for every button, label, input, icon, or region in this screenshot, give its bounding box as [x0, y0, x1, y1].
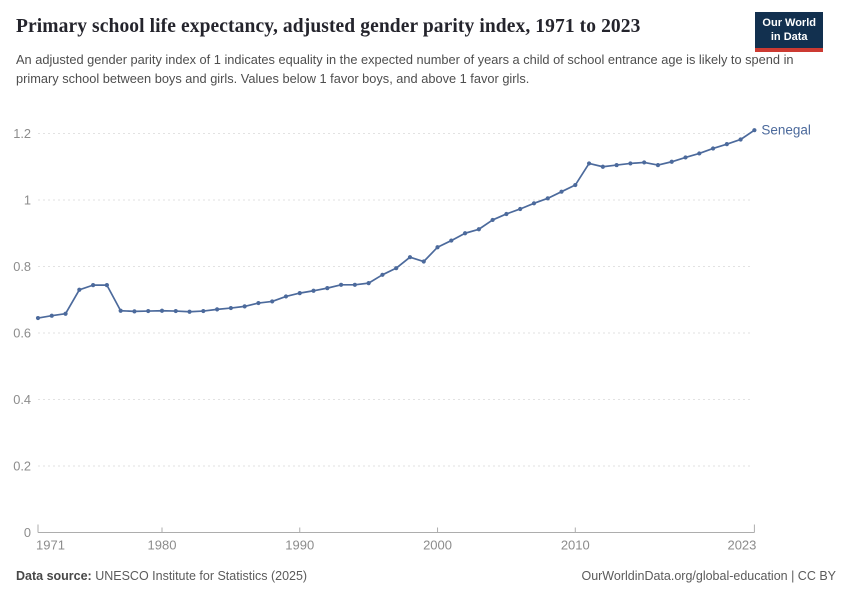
data-point-marker[interactable] — [697, 151, 702, 156]
data-point-marker[interactable] — [325, 286, 330, 291]
data-point-marker[interactable] — [380, 272, 385, 277]
data-point-marker[interactable] — [104, 283, 109, 288]
data-point-marker[interactable] — [63, 311, 68, 316]
y-tick-label: 0.4 — [13, 392, 31, 407]
data-point-marker[interactable] — [600, 164, 605, 169]
data-point-marker[interactable] — [311, 288, 316, 293]
data-point-marker[interactable] — [187, 309, 192, 314]
data-point-marker[interactable] — [710, 146, 716, 151]
data-point-marker[interactable] — [394, 266, 399, 271]
senegal-trend-line — [37, 129, 756, 319]
data-point-marker[interactable] — [642, 160, 647, 165]
data-point-marker[interactable] — [173, 308, 178, 314]
data-point-marker[interactable] — [752, 128, 757, 133]
data-point-marker[interactable] — [338, 282, 344, 287]
data-point-marker[interactable] — [228, 305, 233, 311]
data-point-marker[interactable] — [683, 155, 688, 160]
data-point-marker[interactable] — [159, 308, 165, 313]
data-point-marker[interactable] — [462, 231, 468, 236]
data-point-marker[interactable] — [573, 182, 578, 188]
data-point-marker[interactable] — [476, 227, 481, 232]
y-tick-label: 0.8 — [13, 259, 31, 274]
owid-logo-line1: Our World — [762, 17, 816, 29]
data-point-marker[interactable] — [738, 137, 743, 142]
x-tick-label: 1971 — [36, 538, 65, 553]
y-tick-label: 0.2 — [13, 459, 31, 474]
data-point-marker[interactable] — [91, 283, 96, 288]
data-point-marker[interactable] — [655, 162, 661, 168]
data-point-marker[interactable] — [559, 189, 564, 194]
data-point-marker[interactable] — [352, 282, 357, 287]
chart-footer: Data source: UNESCO Institute for Statis… — [16, 569, 836, 583]
data-point-marker[interactable] — [283, 294, 289, 299]
attribution-link[interactable]: OurWorldinData.org/global-education | CC… — [581, 569, 836, 583]
y-tick-label: 0 — [24, 525, 31, 540]
y-tick-label: 0.6 — [13, 326, 31, 341]
x-tick-label: 2023 — [727, 538, 756, 553]
data-source-text: UNESCO Institute for Statistics (2025) — [91, 569, 308, 583]
data-point-marker[interactable] — [545, 196, 550, 201]
chart-header: Primary school life expectancy, adjusted… — [16, 12, 836, 89]
series-label-senegal[interactable]: Senegal — [761, 123, 811, 138]
data-point-marker[interactable] — [435, 245, 440, 250]
y-tick-label: 1.2 — [13, 126, 31, 141]
chart-subtitle: An adjusted gender parity index of 1 ind… — [16, 52, 794, 87]
data-point-marker[interactable] — [586, 161, 592, 166]
data-source-label: Data source: — [16, 569, 92, 583]
x-tick-label: 1980 — [148, 538, 177, 553]
data-point-marker[interactable] — [531, 201, 537, 206]
data-point-marker[interactable] — [146, 308, 151, 314]
data-point-marker[interactable] — [504, 211, 509, 217]
data-point-marker[interactable] — [77, 287, 82, 292]
owid-logo[interactable]: Our World in Data — [755, 12, 823, 52]
data-point-marker[interactable] — [724, 142, 729, 147]
data-point-marker[interactable] — [215, 307, 220, 312]
data-point-marker[interactable] — [35, 315, 41, 321]
data-point-marker[interactable] — [297, 291, 302, 296]
data-point-marker[interactable] — [132, 309, 137, 314]
x-tick-label: 2010 — [561, 538, 590, 553]
data-point-marker[interactable] — [628, 161, 633, 166]
x-tick-label: 1990 — [285, 538, 314, 553]
data-point-marker[interactable] — [256, 300, 261, 306]
data-point-marker[interactable] — [407, 255, 413, 260]
y-tick-label: 1 — [24, 193, 31, 208]
data-point-marker[interactable] — [242, 304, 247, 309]
data-point-marker[interactable] — [449, 238, 454, 243]
owid-logo-line2: in Data — [770, 31, 808, 44]
data-point-marker[interactable] — [518, 206, 523, 212]
data-point-marker[interactable] — [490, 217, 495, 223]
data-source-note: Data source: UNESCO Institute for Statis… — [16, 569, 307, 583]
data-point-marker[interactable] — [49, 313, 54, 318]
data-point-marker[interactable] — [669, 159, 674, 164]
data-point-marker[interactable] — [421, 259, 426, 264]
data-point-marker[interactable] — [201, 308, 206, 314]
chart-title: Primary school life expectancy, adjusted… — [16, 16, 641, 37]
data-point-marker[interactable] — [118, 308, 123, 313]
data-point-marker[interactable] — [270, 299, 275, 304]
data-point-marker[interactable] — [614, 162, 619, 168]
data-point-marker[interactable] — [366, 281, 371, 286]
x-tick-label: 2000 — [423, 538, 452, 553]
